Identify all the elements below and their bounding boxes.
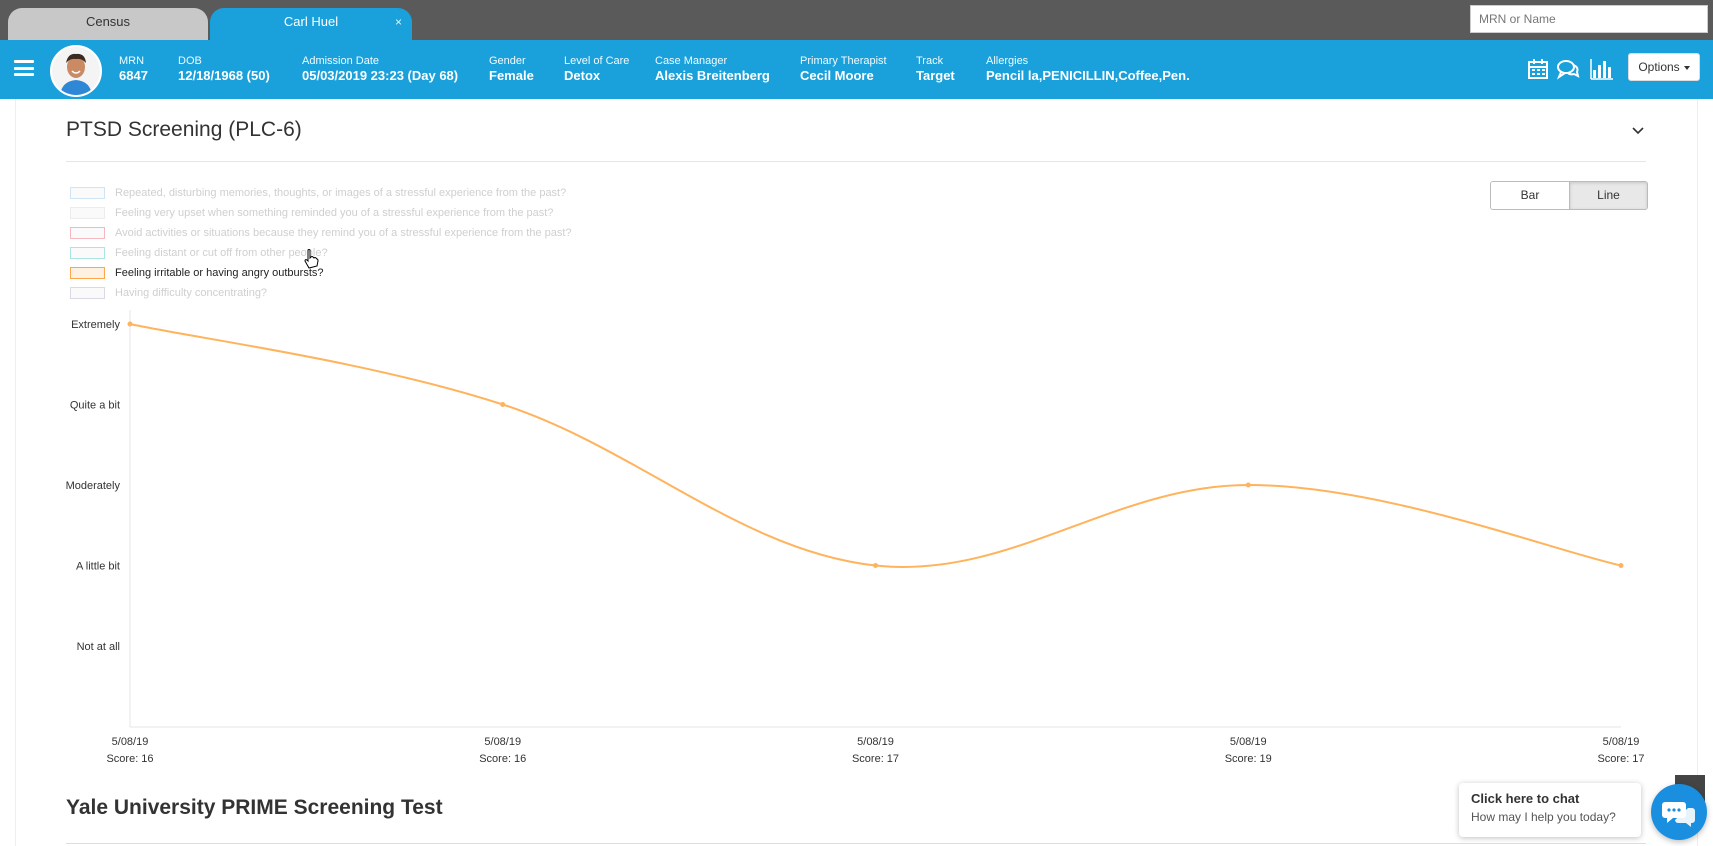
legend-item[interactable]: Avoid activities or situations because t… (70, 223, 572, 243)
x-tick-label: 5/08/19 (1230, 736, 1267, 748)
dob-field: DOB 12/18/1968 (50) (178, 55, 270, 83)
chevron-down-icon[interactable] (1632, 124, 1644, 136)
chart-type-toggle: Bar Line (1490, 181, 1648, 210)
legend-swatch (70, 287, 105, 299)
data-point (127, 321, 133, 327)
x-tick-label: 5/08/19 (112, 736, 149, 748)
y-tick-label: Quite a bit (70, 400, 120, 412)
track-field: Track Target (916, 55, 955, 83)
caret-down-icon (1683, 65, 1690, 70)
avatar (50, 45, 102, 97)
y-tick-label: A little bit (76, 561, 120, 573)
bar-toggle-button[interactable]: Bar (1491, 182, 1569, 209)
legend-swatch (70, 227, 105, 239)
tab-census[interactable]: Census (8, 8, 208, 40)
x-tick-label: 5/08/19 (1603, 736, 1640, 748)
legend-swatch (70, 247, 105, 259)
legend-label: Repeated, disturbing memories, thoughts,… (115, 187, 567, 199)
bar-chart-icon[interactable] (1590, 58, 1614, 80)
legend-label: Having difficulty concentrating? (115, 287, 268, 299)
legend-item[interactable]: Having difficulty concentrating? (70, 283, 572, 303)
x-score-label: Score: 19 (1225, 753, 1272, 765)
legend-item[interactable]: Repeated, disturbing memories, thoughts,… (70, 183, 572, 203)
tab-patient[interactable]: Carl Huel × (210, 8, 412, 40)
x-score-label: Score: 16 (479, 753, 526, 765)
x-score-label: Score: 17 (852, 753, 899, 765)
options-label: Options (1638, 60, 1680, 74)
x-score-label: Score: 16 (106, 753, 153, 765)
hamburger-menu-icon[interactable] (14, 60, 34, 76)
level-of-care-field: Level of Care Detox (564, 55, 630, 83)
search-input[interactable] (1470, 5, 1708, 33)
next-section-title: Yale University PRIME Screening Test (66, 796, 443, 819)
legend-item[interactable]: Feeling very upset when something remind… (70, 203, 572, 223)
legend-label: Feeling distant or cut off from other pe… (115, 247, 328, 259)
y-tick-label: Extremely (71, 319, 120, 331)
admission-date-field: Admission Date 05/03/2019 23:23 (Day 68) (302, 55, 459, 83)
patient-header: MRN 6847 DOB 12/18/1968 (50) Admission Dat… (0, 40, 1713, 99)
close-icon[interactable]: × (394, 15, 402, 29)
legend-label: Feeling very upset when something remind… (115, 207, 554, 219)
x-score-label: Score: 17 (1597, 753, 1644, 765)
legend-swatch (70, 207, 105, 219)
section-divider (66, 161, 1646, 162)
chat-launcher-button[interactable] (1651, 784, 1707, 840)
content-border-right (1697, 99, 1698, 846)
options-button[interactable]: Options (1628, 53, 1700, 81)
legend-label: Feeling irritable or having angry outbur… (115, 267, 324, 279)
hand-cursor-icon (304, 249, 319, 269)
tab-patient-label: Carl Huel (283, 14, 339, 29)
legend-item[interactable]: Feeling irritable or having angry outbur… (70, 263, 572, 283)
x-tick-label: 5/08/19 (857, 736, 894, 748)
chat-icon (1662, 802, 1695, 827)
line-toggle-button[interactable]: Line (1569, 182, 1647, 209)
next-section-divider (66, 843, 1646, 844)
section-title: PTSD Screening (PLC-6) (66, 118, 302, 141)
gender-field: Gender Female (489, 55, 534, 83)
data-point (500, 402, 506, 407)
allergies-field: Allergies Pencil la,PENICILLIN,Coffee,Pen… (986, 55, 1190, 83)
tab-bar: Census Carl Huel × (0, 0, 1713, 40)
calendar-icon[interactable] (1527, 58, 1551, 80)
legend-swatch (70, 187, 105, 199)
x-tick-label: 5/08/19 (484, 736, 521, 748)
data-point (1618, 563, 1624, 568)
chat-prompt-subtitle: How may I help you today? (1471, 810, 1616, 824)
legend-item[interactable]: Feeling distant or cut off from other pe… (70, 243, 572, 263)
chat-bubbles-icon[interactable] (1556, 58, 1580, 80)
mrn-field: MRN 6847 (119, 55, 148, 83)
y-tick-label: Not at all (77, 641, 120, 653)
case-manager-field: Case Manager Alexis Breitenberg (655, 55, 770, 83)
y-tick-label: Moderately (66, 480, 121, 492)
legend-swatch (70, 267, 105, 279)
primary-therapist-field: Primary Therapist Cecil Moore (800, 55, 887, 83)
chart-legend: Repeated, disturbing memories, thoughts,… (70, 183, 572, 303)
data-point (1245, 482, 1251, 488)
content-border-left (15, 99, 16, 846)
chat-prompt-title: Click here to chat (1471, 791, 1580, 806)
legend-label: Avoid activities or situations because t… (115, 227, 572, 239)
data-point (873, 563, 878, 568)
chat-prompt-card[interactable]: Click here to chat How may I help you to… (1459, 783, 1641, 837)
series-line (129, 323, 1622, 568)
